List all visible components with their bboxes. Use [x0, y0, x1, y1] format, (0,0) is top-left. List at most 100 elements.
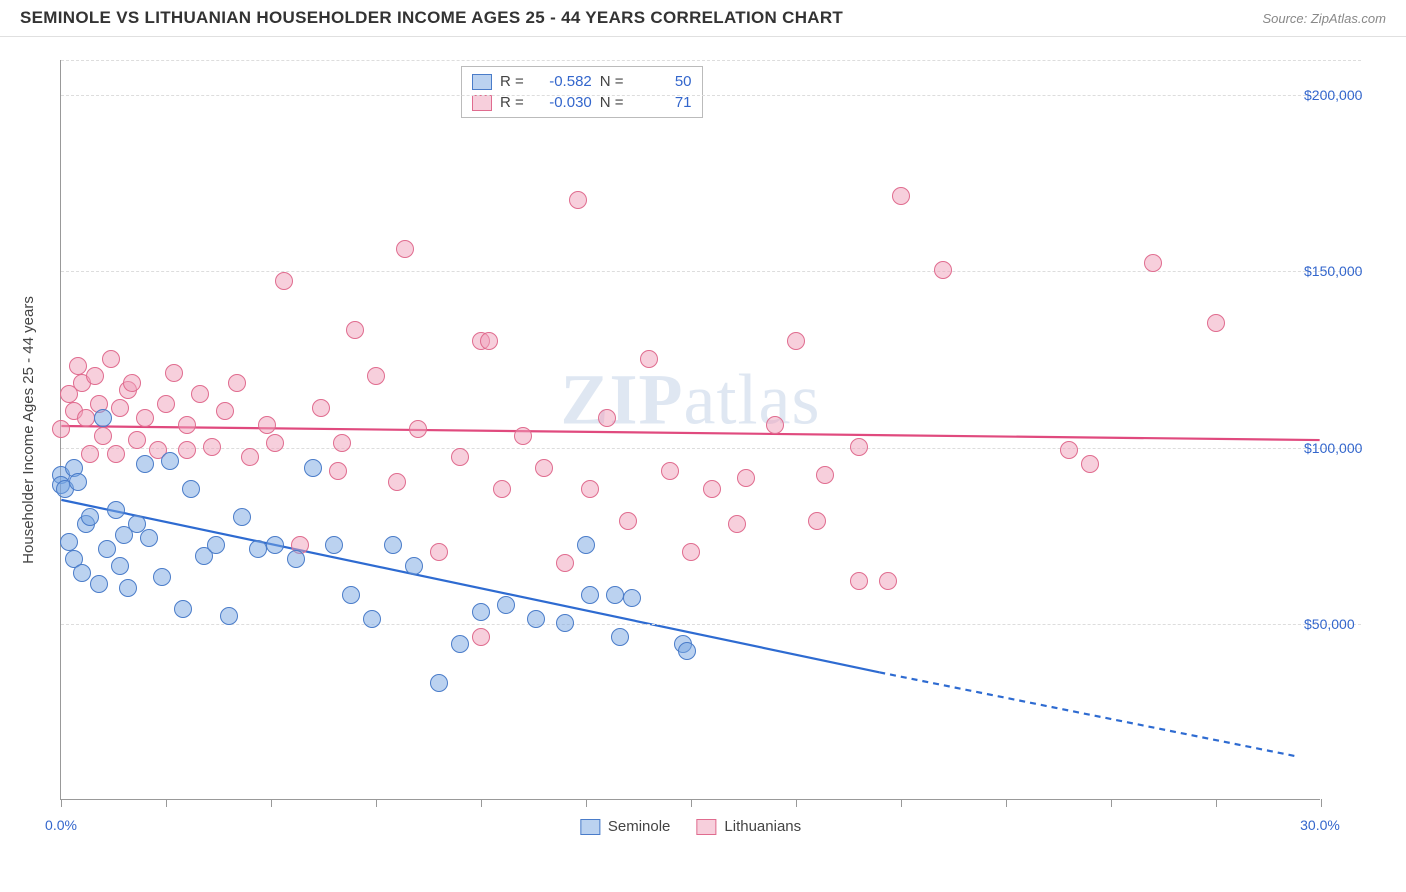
scatter-point [266, 434, 284, 452]
scatter-point [577, 536, 595, 554]
scatter-point [703, 480, 721, 498]
scatter-point [409, 420, 427, 438]
x-tick [691, 799, 692, 807]
scatter-point [892, 187, 910, 205]
scatter-point [228, 374, 246, 392]
scatter-point [178, 416, 196, 434]
scatter-point [73, 564, 91, 582]
x-tick [901, 799, 902, 807]
trend-lines [61, 60, 1320, 799]
scatter-point [94, 409, 112, 427]
n-value-seminole: 50 [632, 73, 692, 90]
plot-area: ZIPatlas R = -0.582 N = 50 R = -0.030 N … [60, 60, 1320, 800]
x-tick [1216, 799, 1217, 807]
header: SEMINOLE VS LITHUANIAN HOUSEHOLDER INCOM… [0, 0, 1406, 37]
y-tick-label: $50,000 [1304, 616, 1384, 632]
scatter-point [346, 321, 364, 339]
chart-container: Householder Income Ages 25 - 44 years ZI… [20, 50, 1386, 870]
scatter-point [312, 399, 330, 417]
scatter-point [241, 448, 259, 466]
scatter-point [216, 402, 234, 420]
scatter-point [581, 480, 599, 498]
scatter-point [367, 367, 385, 385]
trend-line [61, 426, 1319, 440]
legend-item-seminole: Seminole [580, 818, 671, 835]
scatter-point [611, 628, 629, 646]
scatter-point [527, 610, 545, 628]
scatter-point [430, 543, 448, 561]
gridline [61, 95, 1361, 96]
x-min-label: 0.0% [45, 817, 77, 833]
x-tick [481, 799, 482, 807]
scatter-point [472, 628, 490, 646]
x-tick [271, 799, 272, 807]
scatter-point [1207, 314, 1225, 332]
scatter-point [111, 399, 129, 417]
scatter-point [102, 350, 120, 368]
scatter-point [451, 448, 469, 466]
scatter-point [94, 427, 112, 445]
scatter-point [119, 579, 137, 597]
scatter-point [77, 409, 95, 427]
scatter-point [165, 364, 183, 382]
scatter-point [388, 473, 406, 491]
swatch-seminole [472, 74, 492, 90]
scatter-point [182, 480, 200, 498]
scatter-point [325, 536, 343, 554]
scatter-point [161, 452, 179, 470]
scatter-point [153, 568, 171, 586]
x-tick [796, 799, 797, 807]
x-tick [61, 799, 62, 807]
scatter-point [1144, 254, 1162, 272]
scatter-point [661, 462, 679, 480]
x-tick [1321, 799, 1322, 807]
x-tick [1006, 799, 1007, 807]
scatter-point [86, 367, 104, 385]
scatter-point [619, 512, 637, 530]
x-tick [376, 799, 377, 807]
scatter-point [640, 350, 658, 368]
scatter-point [497, 596, 515, 614]
scatter-point [249, 540, 267, 558]
scatter-point [220, 607, 238, 625]
n-value-lithuanians: 71 [632, 94, 692, 111]
scatter-point [178, 441, 196, 459]
scatter-point [52, 420, 70, 438]
scatter-point [1060, 441, 1078, 459]
scatter-point [556, 614, 574, 632]
chart-title: SEMINOLE VS LITHUANIAN HOUSEHOLDER INCOM… [20, 8, 843, 28]
scatter-point [728, 515, 746, 533]
scatter-point [493, 480, 511, 498]
scatter-point [598, 409, 616, 427]
y-axis-label: Householder Income Ages 25 - 44 years [20, 296, 37, 564]
scatter-point [123, 374, 141, 392]
scatter-point [203, 438, 221, 456]
scatter-point [207, 536, 225, 554]
scatter-point [174, 600, 192, 618]
scatter-point [766, 416, 784, 434]
legend-label-lithuanians: Lithuanians [724, 818, 801, 835]
scatter-point [107, 501, 125, 519]
scatter-point [430, 674, 448, 692]
scatter-point [81, 445, 99, 463]
scatter-point [1081, 455, 1099, 473]
r-value-seminole: -0.582 [532, 73, 592, 90]
scatter-point [329, 462, 347, 480]
scatter-point [808, 512, 826, 530]
scatter-point [107, 445, 125, 463]
scatter-point [136, 409, 154, 427]
scatter-point [514, 427, 532, 445]
y-tick-label: $100,000 [1304, 440, 1384, 456]
gridline [61, 448, 1361, 449]
scatter-point [191, 385, 209, 403]
scatter-point [140, 529, 158, 547]
scatter-point [472, 603, 490, 621]
n-label: N = [600, 94, 624, 111]
watermark-bold: ZIP [561, 359, 684, 439]
scatter-point [69, 473, 87, 491]
scatter-point [60, 533, 78, 551]
watermark-light: atlas [684, 359, 821, 439]
correlation-legend: R = -0.582 N = 50 R = -0.030 N = 71 [461, 66, 703, 118]
r-label: R = [500, 73, 524, 90]
scatter-point [287, 550, 305, 568]
